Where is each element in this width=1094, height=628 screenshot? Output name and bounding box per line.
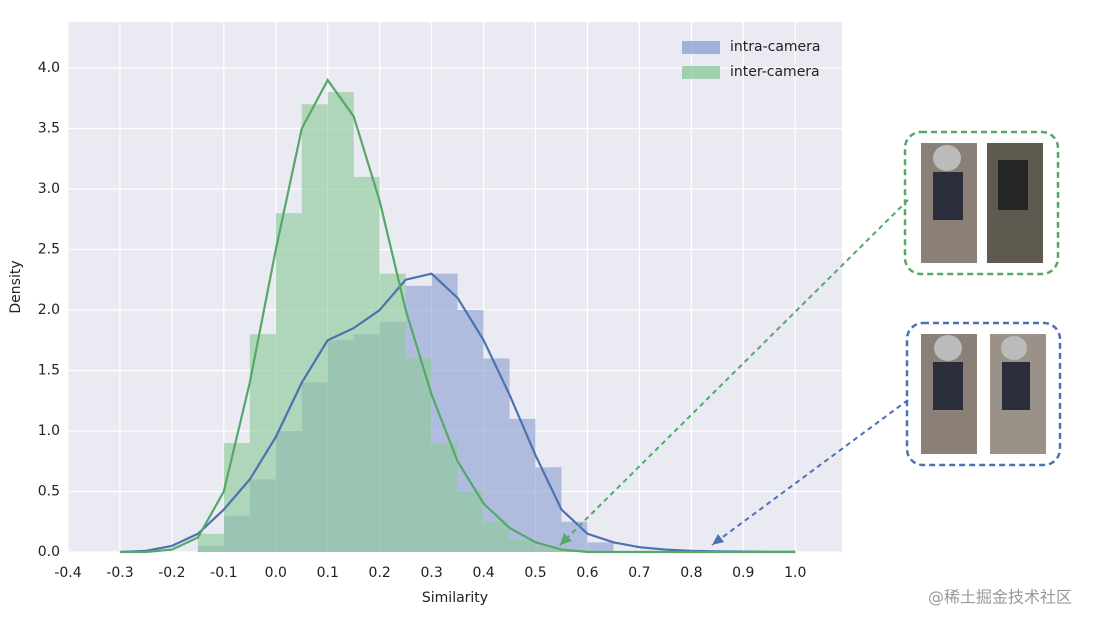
histogram-bar (301, 104, 328, 552)
person-figure (933, 362, 963, 410)
legend-label: inter-camera (730, 64, 820, 80)
histogram-bar (509, 418, 536, 552)
x-tick-label: 0.5 (524, 565, 546, 581)
histogram-bar (379, 273, 406, 552)
y-tick-label: 2.5 (38, 241, 60, 257)
histogram-bar (535, 547, 562, 552)
x-tick-label: 0.3 (420, 565, 442, 581)
x-tick-label: 1.0 (784, 565, 806, 581)
y-tick-label: 4.0 (38, 60, 60, 76)
x-tick-label: 0.1 (317, 565, 339, 581)
watermark: @稀土掘金技术社区 (928, 588, 1072, 607)
labels: -0.4 -0.3 -0.2 -0.1 0.0 0.1 0.2 0.3 0.4 0.5 0.6 0.7… (38, 60, 807, 581)
legend-swatch (682, 66, 720, 79)
arrow (559, 199, 909, 546)
histogram-bar (327, 92, 354, 552)
histogram-bar (275, 213, 302, 553)
person-figure (933, 172, 963, 220)
arrow-head (560, 533, 572, 545)
x-tick-label: 0.9 (732, 565, 754, 581)
y-tick-label: 1.0 (38, 423, 60, 439)
histogram-bar (483, 521, 510, 552)
histogram-bar (483, 358, 510, 552)
x-tick-label: -0.2 (158, 565, 185, 581)
histogram-bar (457, 491, 484, 552)
histogram-bar (431, 443, 458, 552)
x-tick-label: 0.0 (265, 565, 287, 581)
histogram-bar (223, 443, 250, 552)
x-tick-label: 0.7 (628, 565, 650, 581)
x-tick-label: 0.6 (576, 565, 598, 581)
x-axis-label: Similarity (422, 590, 488, 606)
x-tick-label: 0.8 (680, 565, 702, 581)
y-tick-label: 3.5 (38, 120, 60, 136)
histogram-bar (405, 358, 432, 552)
legend-label: intra-camera (730, 39, 821, 55)
histogram-bar (353, 176, 380, 552)
x-tick-label: 0.2 (369, 565, 391, 581)
y-tick-label: 0.0 (38, 544, 60, 560)
x-tick-label: -0.3 (106, 565, 133, 581)
marks (119, 78, 796, 554)
y-tick-label: 1.5 (38, 362, 60, 378)
y-tick-label: 2.0 (38, 302, 60, 318)
y-axis-label: Density (8, 260, 24, 313)
arrow (711, 399, 909, 546)
y-tick-label: 3.0 (38, 181, 60, 197)
blue-example (711, 321, 1062, 546)
histogram-bar (197, 533, 224, 552)
x-tick-label: -0.1 (210, 565, 237, 581)
kde-line (119, 78, 796, 554)
y-tick-label: 0.5 (38, 483, 60, 499)
legend: intra-camera inter-camera (682, 39, 821, 80)
face-blur (934, 335, 962, 361)
face-blur (933, 145, 961, 171)
legend-swatch (682, 41, 720, 54)
person-figure (1002, 362, 1030, 410)
green-example (559, 130, 1060, 546)
histogram-bar (509, 539, 536, 552)
x-tick-label: 0.4 (472, 565, 494, 581)
x-tick-label: -0.4 (54, 565, 81, 581)
histogram-bar (587, 542, 614, 552)
kde-line (119, 272, 796, 554)
arrow-head (712, 534, 724, 545)
grid (67, 22, 842, 553)
face-blur (1001, 336, 1027, 360)
person-figure (998, 160, 1028, 210)
